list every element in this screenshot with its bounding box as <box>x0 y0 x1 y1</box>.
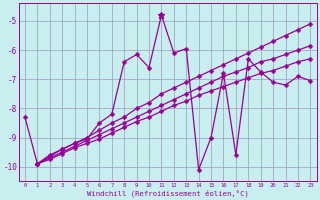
X-axis label: Windchill (Refroidissement éolien,°C): Windchill (Refroidissement éolien,°C) <box>87 189 249 197</box>
